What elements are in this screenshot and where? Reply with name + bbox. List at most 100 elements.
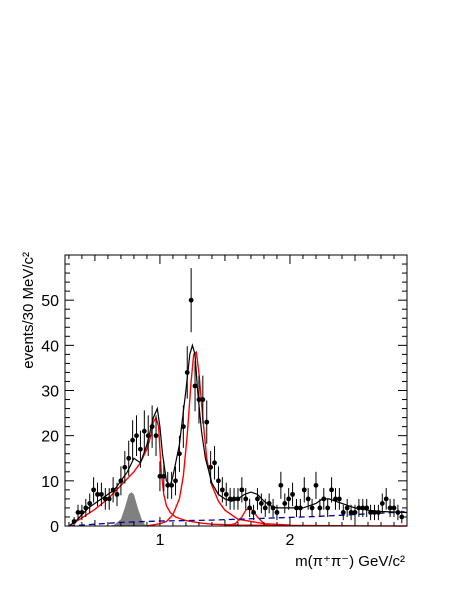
y-tick-label: 40: [41, 338, 59, 355]
data-point: [255, 496, 260, 502]
component-curve: [146, 350, 291, 527]
data-point: [344, 505, 350, 511]
data-point: [208, 464, 214, 470]
data-point: [297, 505, 303, 511]
data-point: [192, 383, 198, 389]
data-point: [177, 451, 182, 457]
data-point: [157, 473, 163, 479]
plot-frame: [64, 254, 408, 527]
y-tick-label: 50: [41, 293, 59, 310]
data-point: [134, 433, 139, 439]
plot-area: [68, 268, 408, 527]
data-point: [165, 482, 171, 488]
data-point: [153, 433, 159, 439]
data-point: [266, 501, 272, 506]
data-point: [141, 428, 147, 434]
data-point: [87, 501, 93, 506]
data-point: [122, 464, 128, 470]
data-point: [95, 491, 100, 497]
data-point: [118, 478, 124, 484]
data-point: [114, 491, 120, 497]
data-point: [356, 505, 362, 511]
data-point: [333, 496, 338, 502]
data-point: [274, 510, 280, 515]
data-point: [231, 496, 237, 502]
data-point: [180, 424, 186, 430]
data-point: [200, 397, 206, 402]
filled-component-curve: [107, 492, 147, 526]
x-tick-label: 1: [155, 532, 164, 549]
data-point: [379, 501, 385, 506]
data-point: [294, 505, 299, 511]
data-point: [372, 510, 377, 515]
data-point: [219, 487, 225, 493]
data-point: [375, 510, 381, 515]
data-point: [278, 482, 284, 488]
data-point: [290, 491, 295, 497]
data-point: [188, 297, 194, 303]
data-point: [383, 496, 389, 502]
data-point: [399, 514, 405, 520]
data-point: [173, 478, 178, 484]
data-point: [126, 455, 132, 461]
data-point: [83, 505, 89, 511]
background-curve: [68, 510, 408, 527]
y-tick-label: 30: [41, 384, 59, 401]
data-point: [391, 505, 397, 511]
data-point: [235, 496, 241, 502]
data-point: [258, 501, 264, 506]
y-axis-title: events/30 MeV/c²: [20, 252, 37, 369]
data-point: [223, 491, 229, 497]
data-point: [321, 496, 327, 502]
data-point: [145, 433, 151, 439]
data-point: [305, 496, 311, 502]
data-point: [110, 487, 116, 493]
data-point: [247, 505, 253, 511]
data-point: [313, 482, 319, 488]
data-point: [395, 510, 401, 515]
x-tick-label: 2: [286, 532, 295, 549]
data-point: [71, 519, 77, 524]
data-point: [243, 496, 249, 502]
data-point: [301, 487, 307, 493]
data-point: [227, 496, 233, 502]
data-point: [251, 510, 256, 515]
data-point: [161, 473, 167, 479]
data-point: [325, 505, 331, 511]
data-point: [364, 505, 370, 511]
data-point: [387, 505, 393, 511]
data-point: [352, 510, 358, 515]
data-point: [340, 510, 346, 515]
y-tick-label: 0: [50, 519, 59, 536]
data-point: [149, 424, 155, 430]
data-point: [102, 496, 108, 502]
data-point: [262, 505, 268, 511]
data-point: [329, 487, 334, 493]
data-point: [138, 446, 143, 452]
y-tick-label: 10: [41, 474, 59, 491]
data-point: [212, 460, 217, 466]
data-point: [336, 496, 342, 502]
data-point: [130, 437, 136, 443]
data-point: [239, 487, 245, 493]
data-point: [184, 370, 190, 375]
data-point: [196, 397, 202, 402]
data-point: [270, 505, 276, 511]
data-point: [360, 505, 366, 511]
data-point: [309, 505, 315, 511]
data-point: [91, 487, 97, 493]
data-point: [348, 510, 354, 515]
data-point: [169, 482, 175, 488]
data-point: [79, 510, 85, 515]
data-point: [317, 505, 323, 511]
x-axis-title: m(π⁺π⁻) GeV/c²: [295, 553, 405, 570]
data-point: [282, 501, 288, 506]
y-tick-label: 20: [41, 429, 59, 446]
data-point: [106, 496, 112, 502]
data-point: [99, 491, 104, 497]
data-point: [368, 510, 373, 515]
data-point: [204, 419, 210, 425]
data-point: [75, 510, 81, 515]
